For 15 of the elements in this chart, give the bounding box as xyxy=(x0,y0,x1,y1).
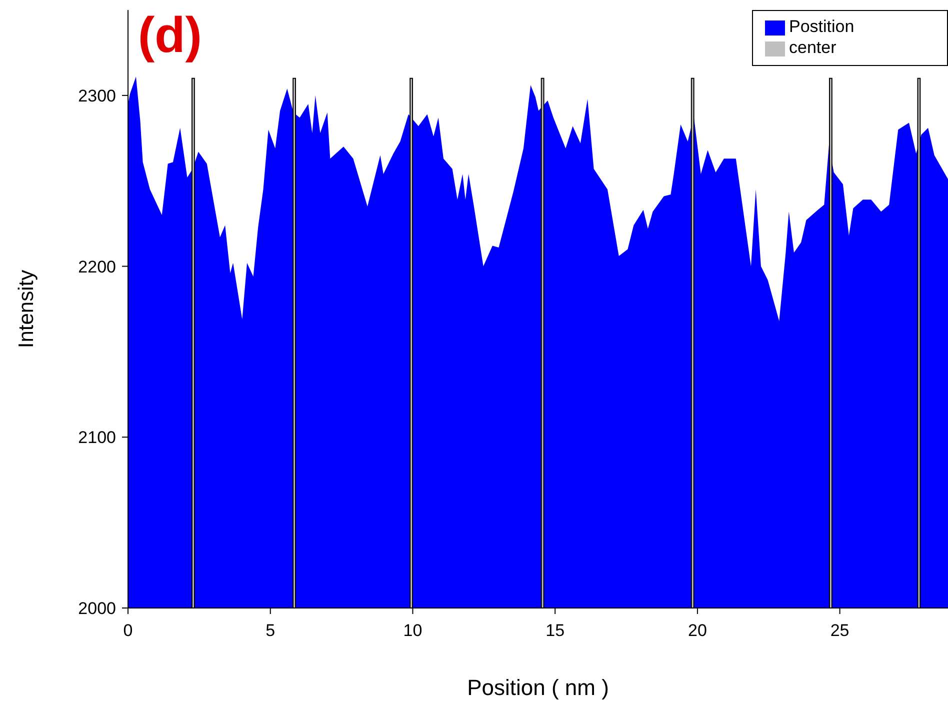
x-tick-label: 0 xyxy=(123,621,133,640)
legend-label: center xyxy=(789,38,836,57)
legend-label: Postition xyxy=(789,17,854,36)
x-tick-label: 25 xyxy=(830,621,850,640)
x-tick-label: 10 xyxy=(403,621,422,640)
y-tick-label: 2200 xyxy=(78,257,116,276)
x-tick-label: 20 xyxy=(688,621,707,640)
y-tick-label: 2100 xyxy=(78,428,116,448)
x-axis-title: Position ( nm ) xyxy=(467,675,609,700)
y-tick-label: 2000 xyxy=(78,599,116,618)
x-tick-label: 5 xyxy=(266,621,276,640)
y-tick-label: 2300 xyxy=(78,86,116,106)
annotation: (d) xyxy=(138,7,202,63)
x-tick-label: 15 xyxy=(546,621,565,640)
y-axis-title: Intensity xyxy=(15,270,39,348)
